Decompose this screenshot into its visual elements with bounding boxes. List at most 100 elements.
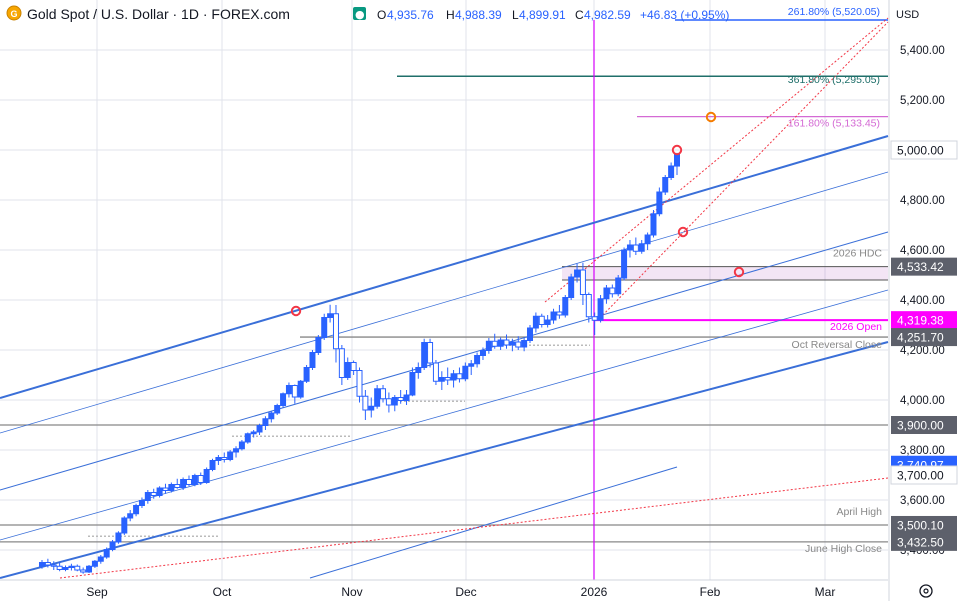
ohlc-close-label: C xyxy=(575,8,584,22)
candle-body xyxy=(80,569,87,573)
currency-label[interactable]: USD xyxy=(896,9,919,21)
candle-body xyxy=(674,153,680,167)
candle-body xyxy=(62,567,69,570)
candle-body xyxy=(185,479,192,485)
candle-body xyxy=(509,341,516,346)
candle-body xyxy=(497,339,504,347)
legend-toggle-glyph: ● xyxy=(355,8,365,21)
time-tick-label: Dec xyxy=(455,585,476,599)
candle-body xyxy=(97,556,104,562)
candle-body xyxy=(521,340,528,348)
candle-body xyxy=(544,319,551,325)
candle-body xyxy=(133,505,140,515)
settings-gear-icon[interactable] xyxy=(919,584,933,598)
time-tick-label: 2026 xyxy=(581,585,608,599)
candle-body xyxy=(338,348,345,378)
candle-body xyxy=(321,317,328,338)
candle-body xyxy=(238,441,245,450)
oct-high-marker xyxy=(290,305,302,317)
candle-body xyxy=(156,487,163,496)
candle-body xyxy=(150,492,157,496)
candle-body xyxy=(621,249,628,279)
legend-toggle-icon[interactable] xyxy=(353,7,366,20)
candle-body xyxy=(503,339,510,346)
candle-body xyxy=(374,388,381,407)
level-annotation: 161.80% (5,133.45) xyxy=(788,118,880,130)
candle-body xyxy=(280,393,287,406)
candle-body xyxy=(127,513,134,519)
candle-body xyxy=(462,365,469,380)
time-tick-label: Feb xyxy=(700,585,721,599)
horizontal-levels xyxy=(0,19,888,580)
price-label-box xyxy=(891,416,957,434)
candle-body xyxy=(291,385,298,398)
candle-body xyxy=(44,562,51,566)
candle-body xyxy=(109,541,116,550)
candle-body xyxy=(174,484,181,488)
candle-body xyxy=(250,431,257,435)
candle-body xyxy=(168,484,175,491)
level-annotation: 2026 HDC xyxy=(833,248,882,260)
candle-body xyxy=(327,313,334,318)
candle-body xyxy=(191,475,198,485)
candle-body xyxy=(597,298,604,321)
price-tick-label: 4,600.00 xyxy=(900,245,945,257)
candle-body xyxy=(297,380,304,398)
price-label-value: 4,251.70 xyxy=(897,331,944,345)
candle-body xyxy=(233,448,240,453)
candle-body xyxy=(615,277,622,295)
candle-body xyxy=(274,405,281,414)
level-annotation: June High Close xyxy=(805,543,882,555)
trend-channels xyxy=(0,17,889,579)
candle-body xyxy=(485,340,492,351)
candle-body xyxy=(632,244,639,252)
candle-body xyxy=(162,487,169,491)
price-label-box xyxy=(891,328,957,347)
hdc-touch-marker xyxy=(733,266,745,278)
price-label-value: 3,900.00 xyxy=(897,419,944,433)
symbol-title[interactable]: Gold Spot / U.S. Dollar · 1D · FOREX.com xyxy=(27,6,290,22)
candle-body xyxy=(197,475,204,483)
candle-body xyxy=(456,373,463,380)
candle-body xyxy=(656,191,663,215)
candle-body xyxy=(638,243,645,252)
base-trend-line xyxy=(59,477,889,579)
candle-body xyxy=(221,457,228,460)
level-annotation: 361.80% (5,295.05) xyxy=(788,74,880,86)
candle-body xyxy=(415,367,422,373)
candle-body xyxy=(403,394,410,401)
ohlc-open-label: O xyxy=(377,8,386,22)
lower-channel-line xyxy=(0,341,889,579)
ohlc-low-value: 4,899.91 xyxy=(519,8,566,22)
price-tick-label: 3,600.00 xyxy=(900,495,945,507)
candle-body xyxy=(532,315,539,329)
candle-body xyxy=(491,340,498,347)
candle-body xyxy=(121,517,128,534)
candle-body xyxy=(68,565,75,568)
candle-body xyxy=(444,377,451,381)
candle-body xyxy=(479,350,486,356)
candle-body xyxy=(527,327,534,341)
chart-grid xyxy=(0,0,888,580)
candle-body xyxy=(215,457,222,461)
ohlc-change: +46.83 (+0.95%) xyxy=(640,8,729,22)
pivot-markers xyxy=(290,111,745,317)
time-tick-label: Mar xyxy=(815,585,836,599)
ohlc-high-value: 4,988.39 xyxy=(455,8,502,22)
candle-body xyxy=(362,395,369,411)
price-label-box xyxy=(891,257,957,276)
candle-body xyxy=(515,341,522,348)
latest-high-marker xyxy=(671,144,683,156)
candle-body xyxy=(644,234,651,245)
candle-body xyxy=(315,337,322,353)
candle-body xyxy=(603,287,610,300)
price-axis[interactable]: 5,400.00 5,200.00 5,000.00 4,800.00 4,600.00… xyxy=(888,0,958,601)
candle-body xyxy=(144,492,151,501)
time-axis[interactable]: Sep Oct Nov Dec 2026 Feb Mar xyxy=(0,579,888,599)
price-label-value: 5,000.00 xyxy=(897,144,944,158)
candle-body xyxy=(579,269,586,295)
candle-body xyxy=(562,297,569,316)
lower-slope-line xyxy=(309,466,678,579)
ohlc-low-label: L xyxy=(512,8,519,22)
